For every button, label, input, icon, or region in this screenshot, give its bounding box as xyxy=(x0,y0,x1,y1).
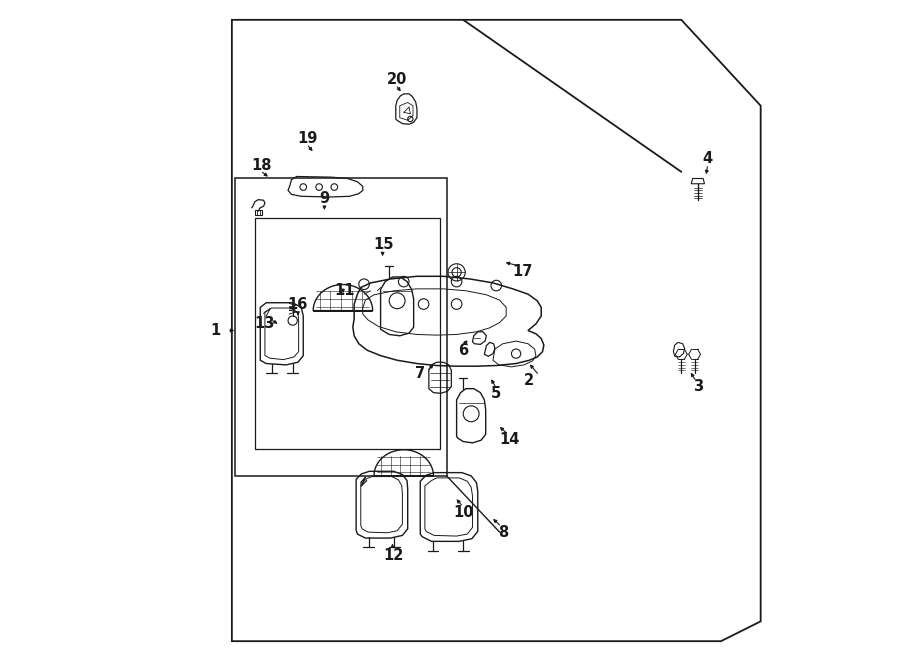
Text: 5: 5 xyxy=(491,386,501,401)
Text: 13: 13 xyxy=(255,317,275,331)
Text: 11: 11 xyxy=(334,284,355,298)
Text: 18: 18 xyxy=(251,158,272,173)
Text: 20: 20 xyxy=(387,72,408,87)
Text: 19: 19 xyxy=(298,132,318,146)
Text: 9: 9 xyxy=(320,191,329,206)
Text: 10: 10 xyxy=(453,505,473,520)
Text: 17: 17 xyxy=(512,264,533,278)
Text: 14: 14 xyxy=(500,432,519,447)
Text: 1: 1 xyxy=(211,323,220,338)
Text: 16: 16 xyxy=(288,297,308,311)
Text: 15: 15 xyxy=(374,237,394,252)
Text: 6: 6 xyxy=(458,343,468,358)
Text: 4: 4 xyxy=(703,151,713,166)
Text: 2: 2 xyxy=(525,373,535,387)
Text: 3: 3 xyxy=(693,379,703,394)
Text: 8: 8 xyxy=(498,525,508,539)
Text: 12: 12 xyxy=(383,548,404,563)
Text: 7: 7 xyxy=(415,366,426,381)
